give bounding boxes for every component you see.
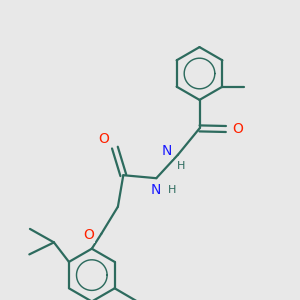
Text: H: H xyxy=(177,161,186,171)
Text: N: N xyxy=(161,144,172,158)
Text: O: O xyxy=(98,132,109,145)
Text: H: H xyxy=(168,185,176,195)
Text: O: O xyxy=(83,228,94,242)
Text: O: O xyxy=(232,122,243,136)
Text: N: N xyxy=(151,183,161,197)
